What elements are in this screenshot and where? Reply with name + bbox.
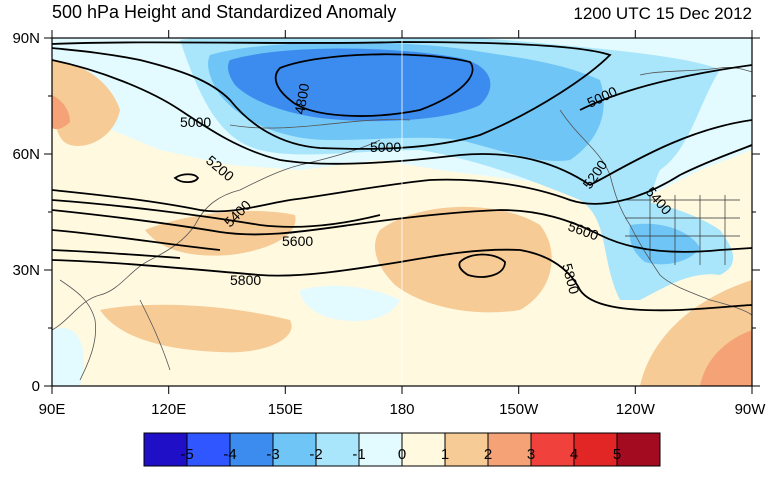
colorbar-label: -4	[223, 446, 237, 463]
colorbar-swatch	[186, 432, 231, 467]
colorbar-label: -5	[180, 446, 194, 463]
lon-label-120w: 120W	[616, 401, 656, 418]
colorbar-label: 5	[612, 446, 622, 463]
colorbar-label: 3	[526, 446, 536, 463]
colorbar-label: 0	[397, 446, 407, 463]
colorbar-swatch	[315, 432, 360, 467]
colorbar-label: -2	[309, 446, 323, 463]
colorbar-label: 4	[569, 446, 579, 463]
map-title: 500 hPa Height and Standardized Anomaly	[52, 2, 397, 22]
lat-label-60n: 60N	[12, 146, 40, 163]
lon-label-150w: 150W	[499, 401, 539, 418]
valid-time: 1200 UTC 15 Dec 2012	[573, 4, 752, 23]
lon-label-120e: 120E	[151, 401, 186, 418]
lon-label-150e: 150E	[268, 401, 303, 418]
lon-label-180: 180	[389, 401, 414, 418]
colorbar-swatch	[444, 432, 489, 467]
lon-label-90w: 90W	[735, 401, 767, 418]
colorbar-swatch	[401, 432, 446, 467]
lat-label-0: 0	[32, 378, 40, 395]
colorbar-swatch	[573, 432, 618, 467]
colorbar-swatch	[358, 432, 403, 467]
contour-label-5000: 5000	[180, 114, 211, 130]
lon-label-90e: 90E	[39, 401, 66, 418]
colorbar-swatch	[530, 432, 575, 467]
colorbar-swatch	[616, 432, 661, 467]
contour-label-5000: 5000	[370, 139, 401, 155]
contour-label-5800: 5800	[230, 272, 261, 288]
contour-label-5800-east: 5800	[559, 262, 583, 296]
colorbar-label: 2	[483, 446, 493, 463]
lat-label-30n: 30N	[12, 262, 40, 279]
colorbar-swatch	[143, 432, 188, 467]
colorbar	[143, 432, 661, 467]
colorbar-swatch	[487, 432, 532, 467]
colorbar-label: 1	[440, 446, 450, 463]
contour-label-4800: 4800	[291, 82, 312, 116]
contour-label-5600: 5600	[282, 233, 313, 249]
colorbar-label: -3	[266, 446, 280, 463]
colorbar-label: -1	[352, 446, 366, 463]
anomaly-field	[52, 38, 752, 386]
lat-label-90n: 90N	[12, 30, 40, 47]
